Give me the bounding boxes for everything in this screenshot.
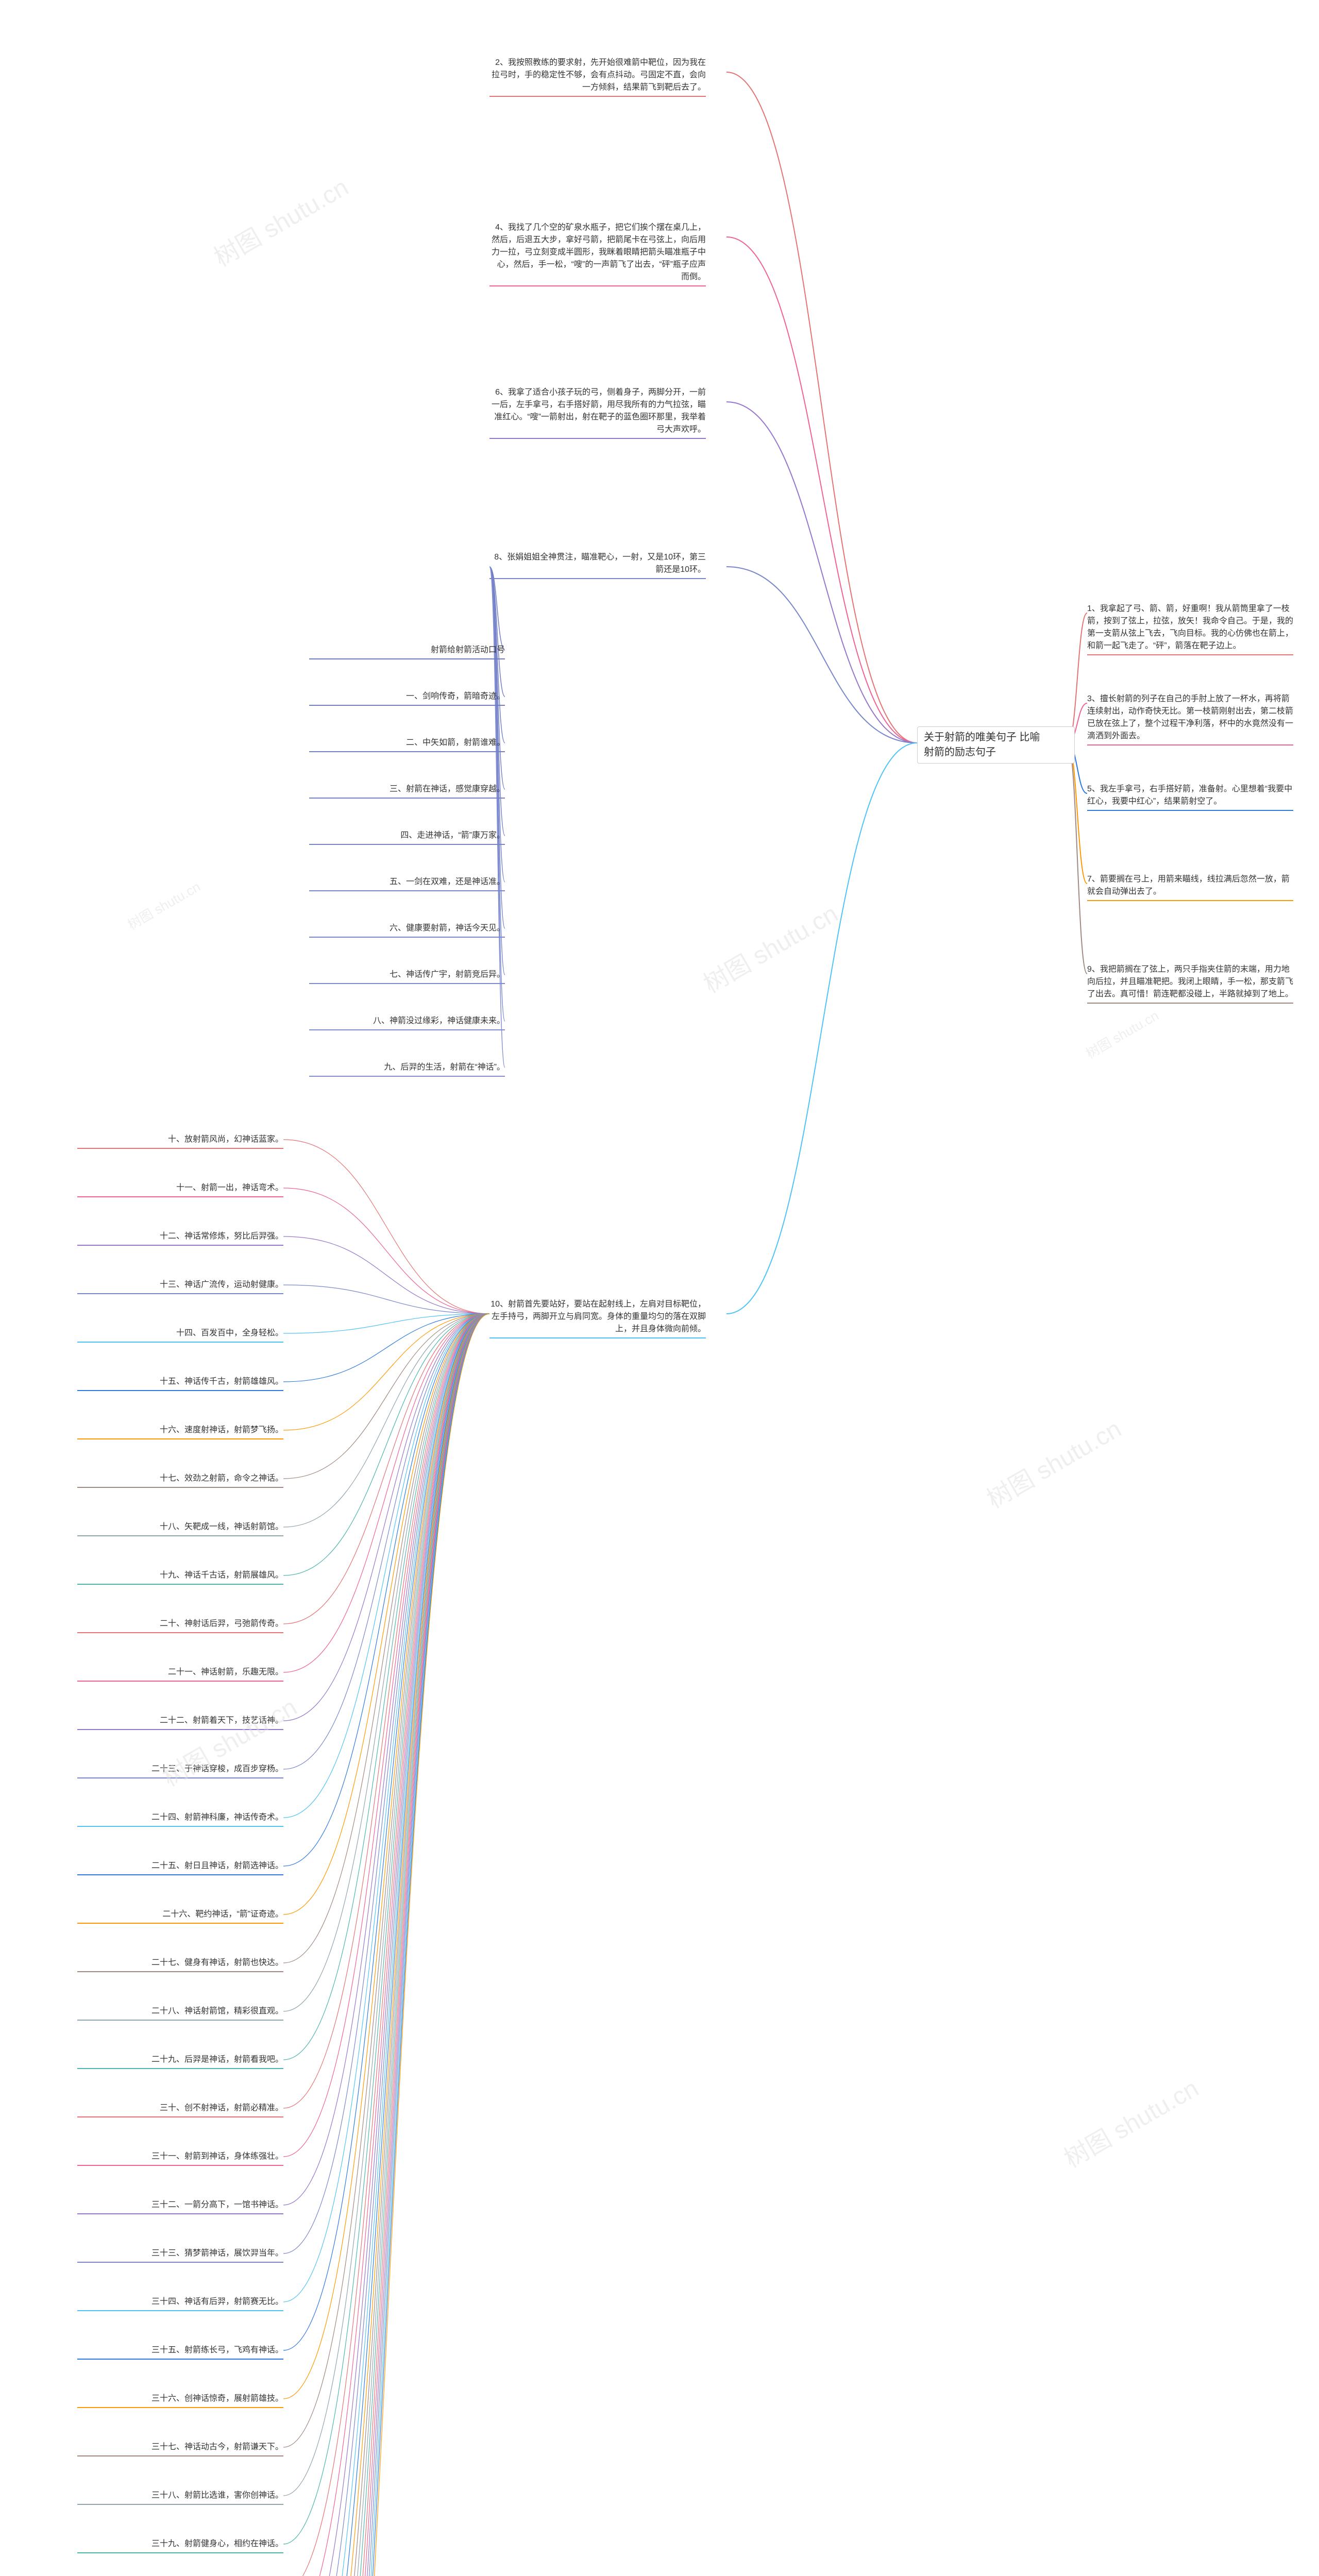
root-line-0: 关于射箭的唯美句子 比喻 (924, 730, 1068, 745)
root-node: 关于射箭的唯美句子 比喻射箭的励志句子 (917, 726, 1075, 764)
numeric-item-3: 十三、神话广流传，运动射健康。 (77, 1279, 283, 1294)
numeric-item-29: 三十九、射箭健身心，相约在神话。 (77, 2538, 283, 2553)
right-item-0: 1、我拿起了弓、箭、箭，好重啊！我从箭筒里拿了一枝箭，按到了弦上，拉弦，放矢！我… (1087, 603, 1293, 655)
watermark-3: 树图 shutu.cn (1082, 1005, 1162, 1062)
watermark-1: 树图 shutu.cn (124, 876, 204, 934)
numeric-item-23: 三十三、猜梦箭神话，展饮羿当年。 (77, 2247, 283, 2263)
numeric-item-2: 十二、神话常修炼，努比后羿强。 (77, 1230, 283, 1246)
roman-item-0: 射箭给射箭活动口号 (309, 644, 505, 659)
numeric-item-28: 三十八、射箭比选谁，害你创神话。 (77, 2489, 283, 2505)
left-section-0: 2、我按照教练的要求射，先开始很难箭中靶位，因为我在拉弓时，手的稳定性不够，会有… (489, 57, 706, 97)
numeric-item-16: 二十六、靶约神话，“箭”证奇迹。 (77, 1908, 283, 1924)
roman-item-1: 一、剑响传奇，箭暗奇迹。 (309, 690, 505, 706)
roman-item-6: 六、健康要射箭，神话今天见。 (309, 922, 505, 938)
numeric-item-19: 二十九、后羿是神话，射箭看我吧。 (77, 2054, 283, 2069)
watermark-0: 树图 shutu.cn (206, 167, 354, 274)
left-section-3: 8、张娟姐姐全神贯注，瞄准靶心，一射，又是10环，第三箭还是10环。 (489, 551, 706, 579)
left-section-2: 6、我拿了适合小孩子玩的弓，侧着身子，两脚分开，一前一后，左手拿弓，右手搭好箭，… (489, 386, 706, 439)
roman-item-7: 七、神话传广宇，射箭竞后异。 (309, 969, 505, 984)
numeric-item-20: 三十、创不射神话，射箭必精准。 (77, 2102, 283, 2117)
watermark-2: 树图 shutu.cn (696, 894, 843, 1000)
roman-item-5: 五、一剑在双难，还是神话准。 (309, 876, 505, 891)
roman-item-3: 三、射箭在神话，感觉康穿越。 (309, 783, 505, 799)
numeric-item-6: 十六、速度射神话，射箭梦飞扬。 (77, 1424, 283, 1439)
right-item-3: 7、箭要搁在弓上，用箭来瞄线，线拉满后忽然一放，箭就会自动弹出去了。 (1087, 873, 1293, 901)
numeric-item-0: 十、放射箭风尚，幻神话蓝家。 (77, 1133, 283, 1149)
numeric-item-9: 十九、神话千古话，射箭展雄风。 (77, 1569, 283, 1585)
numeric-item-14: 二十四、射箭神科廉，神话传奇术。 (77, 1811, 283, 1827)
numeric-item-5: 十五、神话传千古，射箭雄雄风。 (77, 1376, 283, 1391)
numeric-item-8: 十八、矢靶成一线，神话射箭馆。 (77, 1521, 283, 1536)
numeric-item-12: 二十二、射箭着天下，技艺话神。 (77, 1715, 283, 1730)
left-section-1: 4、我找了几个空的矿泉水瓶子，把它们挨个摆在桌几上，然后，后退五大步，拿好弓箭，… (489, 222, 706, 286)
numeric-item-21: 三十一、射箭到神话，身体练强壮。 (77, 2150, 283, 2166)
watermark-6: 树图 shutu.cn (1056, 2069, 1204, 2175)
numeric-item-24: 三十四、神话有后羿，射箭赛无比。 (77, 2296, 283, 2311)
right-item-2: 5、我左手拿弓，右手搭好箭，准备射。心里想着“我要中红心，我要中红心”，结果箭射… (1087, 783, 1293, 811)
numeric-item-11: 二十一、神话射箭，乐趣无限。 (77, 1666, 283, 1682)
numeric-item-18: 二十八、神话射箭馆，精彩很直观。 (77, 2005, 283, 2021)
right-item-4: 9、我把箭搁在了弦上，两只手指夹住箭的末端，用力地向后拉，并且瞄准靶把。我闭上眼… (1087, 963, 1293, 1004)
numeric-item-17: 二十七、健身有神话，射箭也快达。 (77, 1957, 283, 1972)
roman-item-4: 四、走进神话，“箭”康万家。 (309, 829, 505, 845)
roman-item-9: 九、后羿的生活，射箭在“神话”。 (309, 1061, 505, 1077)
numeric-item-22: 三十二、一箭分高下，一馆书神话。 (77, 2199, 283, 2214)
numeric-item-10: 二十、神射话后羿，弓弛箭传奇。 (77, 1618, 283, 1633)
watermark-4: 树图 shutu.cn (979, 1409, 1127, 1515)
roman-item-2: 二、中矢如箭，射箭谁难。 (309, 737, 505, 752)
numeric-item-13: 二十三、于神话穿梭，成百步穿杨。 (77, 1763, 283, 1778)
numeric-item-15: 二十五、射日且神话，射箭选神话。 (77, 1860, 283, 1875)
numeric-item-25: 三十五、射箭练长弓，飞鸡有神话。 (77, 2344, 283, 2360)
numeric-item-27: 三十七、神话动古今，射箭谦天下。 (77, 2441, 283, 2456)
left-section-4: 10、射箭首先要站好，要站在起射线上，左肩对目标靶位，左手持弓，两脚开立与肩同宽… (489, 1298, 706, 1338)
numeric-item-1: 十一、射箭一出，神话弯术。 (77, 1182, 283, 1197)
right-item-1: 3、擅长射箭的列子在自己的手肘上放了一杯水，再将箭连续射出，动作奇快无比。第一枝… (1087, 693, 1293, 745)
root-line-1: 射箭的励志句子 (924, 745, 1068, 760)
numeric-item-7: 十七、效劲之射箭，命令之神话。 (77, 1472, 283, 1488)
numeric-item-4: 十四、百发百中，全身轻松。 (77, 1327, 283, 1343)
numeric-item-26: 三十六、创神话惊奇，展射箭雄技。 (77, 2393, 283, 2408)
roman-item-8: 八、神箭没过缘彩，神话健康未来。 (309, 1015, 505, 1030)
